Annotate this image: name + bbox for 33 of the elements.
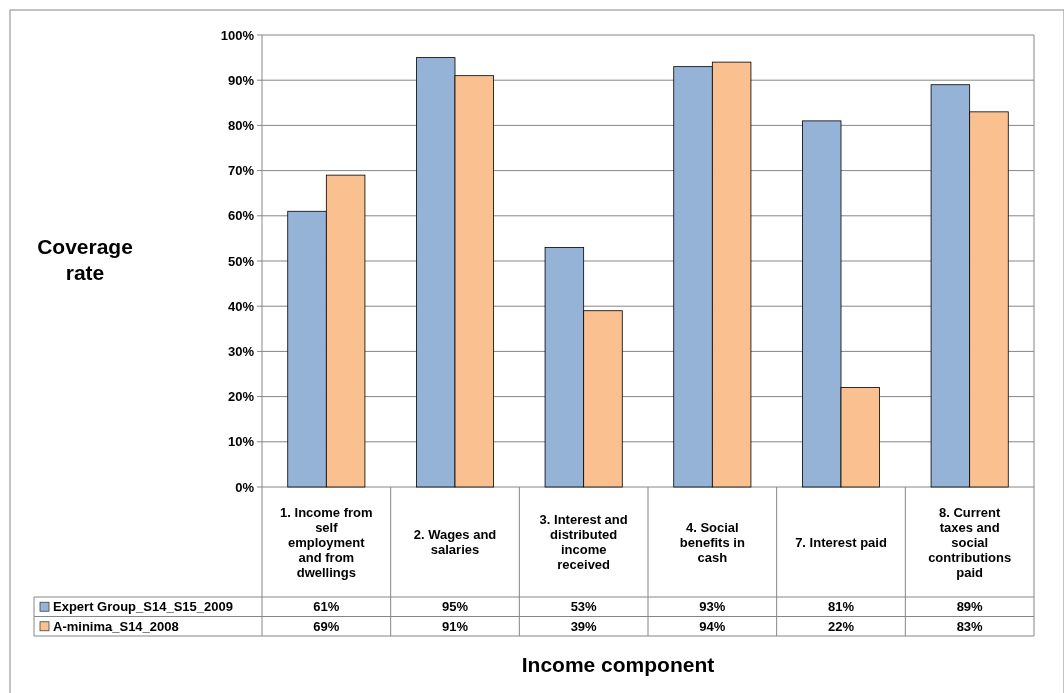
x-tick-label: 4. Social benefits in cash	[679, 519, 745, 565]
x-tick-label: 3. Interest and distributed income received	[539, 512, 628, 573]
x-tick-label: 2. Wages and salaries	[413, 527, 497, 558]
y-tick-label: 50%	[227, 253, 255, 269]
x-tick-label: 1. Income from self employment and from dwellings	[280, 504, 373, 580]
data-label: 81%	[827, 599, 855, 615]
legend-label: A-minima_S14_2008	[53, 618, 179, 634]
y-tick-label: 100%	[220, 27, 255, 43]
data-label: 89%	[956, 599, 984, 615]
y-tick-label: 80%	[227, 117, 255, 133]
data-label: 22%	[827, 618, 855, 634]
data-label: 95%	[441, 599, 469, 615]
data-label: 53%	[570, 599, 598, 615]
data-label: 93%	[699, 599, 726, 615]
y-tick-label: 30%	[227, 343, 255, 359]
x-tick-label: 8. Current taxes and social contributions paid	[928, 504, 1012, 580]
legend-label: Expert Group_S14_S15_2009	[53, 599, 233, 615]
y-tick-label: 70%	[227, 163, 255, 179]
data-label: 83%	[956, 618, 984, 634]
y-tick-label: 60%	[227, 208, 255, 224]
data-label: 69%	[313, 618, 340, 634]
data-label: 39%	[570, 618, 598, 634]
y-tick-label: 0%	[235, 479, 255, 495]
y-tick-label: 40%	[227, 298, 255, 314]
data-label: 94%	[699, 618, 726, 634]
data-label: 91%	[441, 618, 469, 634]
y-tick-label: 10%	[227, 434, 255, 450]
y-tick-label: 90%	[227, 72, 255, 88]
y-tick-label: 20%	[227, 389, 255, 405]
x-tick-label: 7. Interest paid	[795, 534, 887, 550]
y-axis-title: Coverage rate	[37, 235, 133, 285]
x-axis-title: Income component	[521, 653, 715, 677]
data-label: 61%	[313, 599, 340, 615]
